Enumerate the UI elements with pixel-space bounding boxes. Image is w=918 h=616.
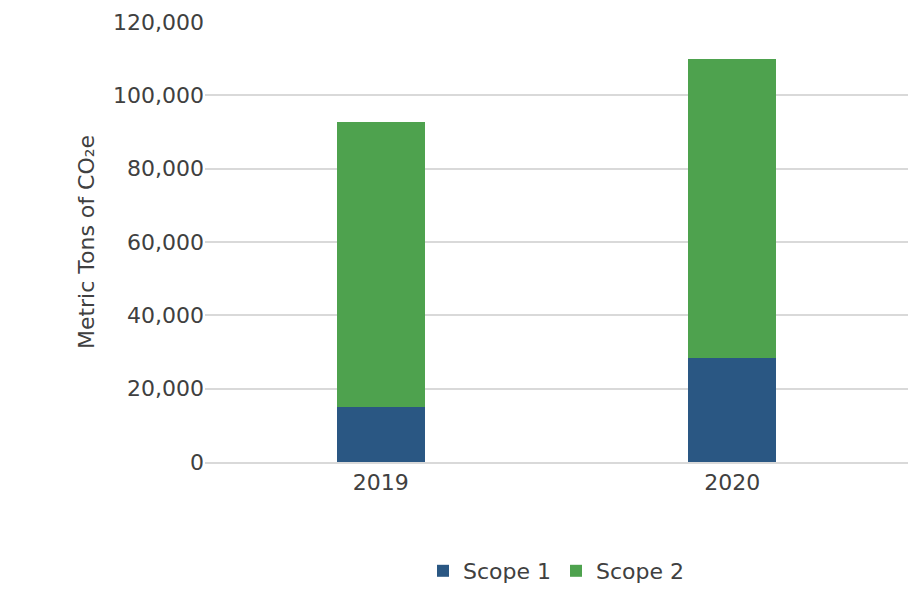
svg-text:0: 0 bbox=[190, 450, 204, 475]
svg-text:60,000: 60,000 bbox=[127, 230, 204, 255]
svg-text:2019: 2019 bbox=[353, 470, 409, 495]
svg-text:80,000: 80,000 bbox=[127, 156, 204, 181]
svg-text:Metric Tons of CO₂e: Metric Tons of CO₂e bbox=[74, 135, 99, 349]
svg-text:Scope 2: Scope 2 bbox=[596, 559, 684, 584]
svg-text:40,000: 40,000 bbox=[127, 303, 204, 328]
svg-text:Scope 1: Scope 1 bbox=[463, 559, 551, 584]
svg-text:100,000: 100,000 bbox=[113, 83, 204, 108]
svg-text:120,000: 120,000 bbox=[113, 10, 204, 35]
svg-text:2020: 2020 bbox=[704, 470, 760, 495]
svg-text:20,000: 20,000 bbox=[127, 376, 204, 401]
